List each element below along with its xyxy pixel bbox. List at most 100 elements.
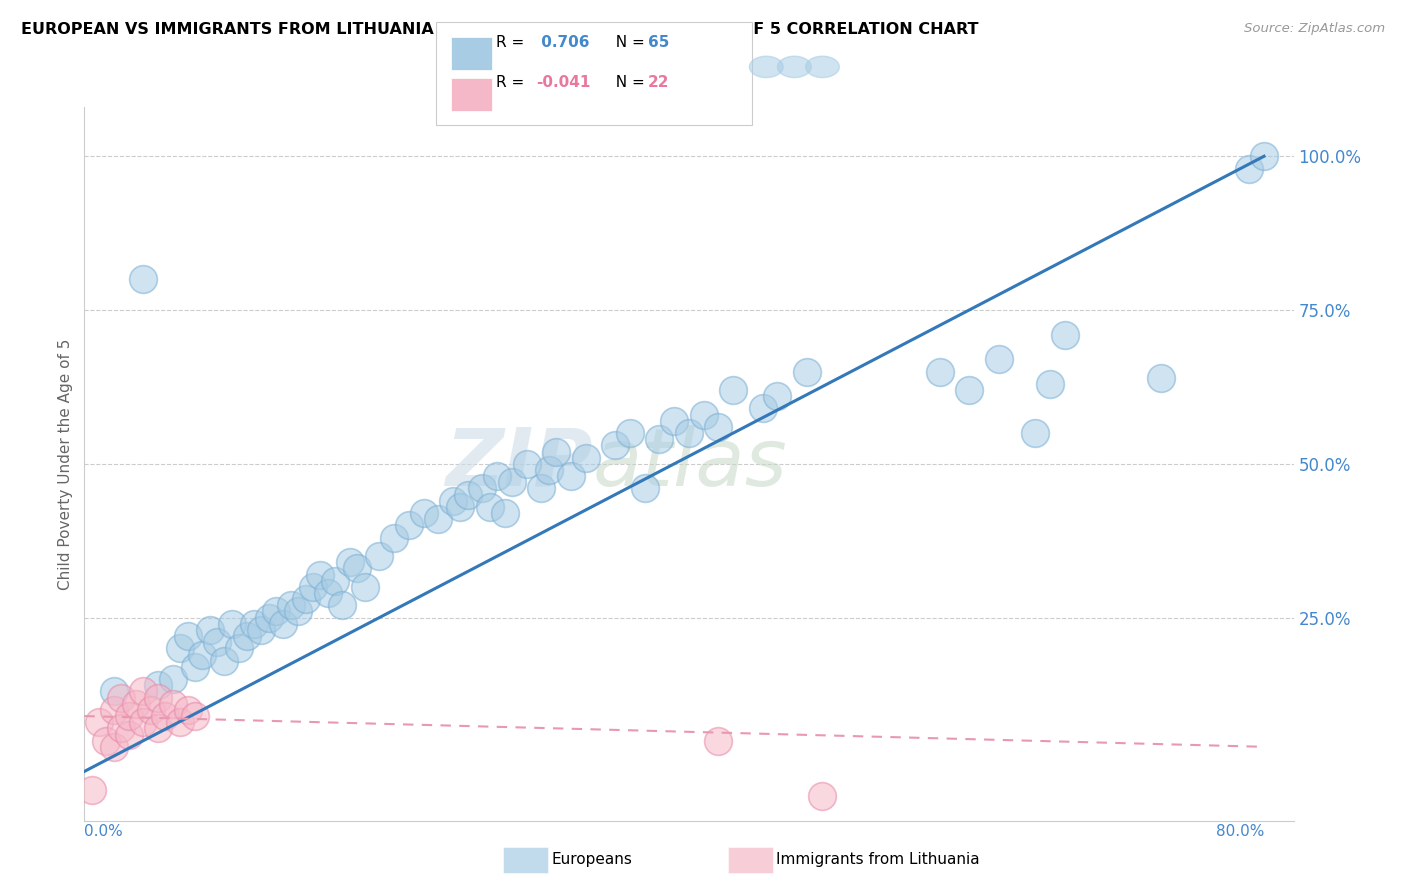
Point xyxy=(250,623,273,637)
Point xyxy=(707,733,730,747)
Point xyxy=(486,469,509,483)
Text: R =: R = xyxy=(496,36,530,50)
Point xyxy=(221,616,243,631)
Point xyxy=(449,500,471,514)
Point xyxy=(546,444,568,458)
Point xyxy=(309,567,332,582)
Point xyxy=(605,438,627,452)
Point xyxy=(205,635,228,649)
Point xyxy=(796,365,818,379)
Point xyxy=(494,506,516,520)
Point xyxy=(766,389,789,403)
Text: -0.041: -0.041 xyxy=(536,76,591,90)
Text: 0.706: 0.706 xyxy=(536,36,589,50)
Point xyxy=(287,605,309,619)
Point xyxy=(692,408,714,422)
Point xyxy=(634,482,657,496)
Point xyxy=(273,616,295,631)
Point xyxy=(184,660,207,674)
Point xyxy=(537,463,560,477)
Point xyxy=(810,789,832,803)
Point xyxy=(184,709,207,723)
Point xyxy=(678,426,700,441)
Text: Source: ZipAtlas.com: Source: ZipAtlas.com xyxy=(1244,22,1385,36)
Point xyxy=(169,715,191,730)
Point xyxy=(132,715,155,730)
Point xyxy=(516,457,538,471)
Point xyxy=(575,450,598,465)
Text: 0.0%: 0.0% xyxy=(84,823,124,838)
Text: N =: N = xyxy=(606,36,650,50)
Point xyxy=(478,500,501,514)
Text: EUROPEAN VS IMMIGRANTS FROM LITHUANIA CHILD POVERTY UNDER THE AGE OF 5 CORRELATI: EUROPEAN VS IMMIGRANTS FROM LITHUANIA CH… xyxy=(21,22,979,37)
Point xyxy=(1253,149,1275,163)
Point xyxy=(1150,370,1173,384)
Point xyxy=(323,574,346,588)
Point xyxy=(228,641,250,656)
Point xyxy=(132,272,155,286)
Point xyxy=(560,469,582,483)
Text: 22: 22 xyxy=(648,76,669,90)
Point xyxy=(110,722,132,736)
Point xyxy=(198,623,221,637)
Point xyxy=(928,365,950,379)
Text: 80.0%: 80.0% xyxy=(1216,823,1264,838)
Text: N =: N = xyxy=(606,76,650,90)
Point xyxy=(664,414,686,428)
Point xyxy=(176,629,198,643)
Point xyxy=(398,518,420,533)
Text: atlas: atlas xyxy=(592,425,787,503)
Point xyxy=(316,586,339,600)
Point xyxy=(280,599,302,613)
Point xyxy=(619,426,641,441)
Point xyxy=(412,506,434,520)
Point xyxy=(96,733,118,747)
Point xyxy=(155,709,177,723)
Point xyxy=(176,703,198,717)
Point xyxy=(146,722,169,736)
Point xyxy=(382,531,405,545)
Point xyxy=(332,599,354,613)
Point xyxy=(530,482,553,496)
Point xyxy=(110,690,132,705)
Point xyxy=(353,580,375,594)
Point xyxy=(257,610,280,624)
Point xyxy=(139,703,162,717)
Point xyxy=(707,420,730,434)
Point xyxy=(648,432,671,446)
Point xyxy=(103,703,125,717)
Point xyxy=(146,678,169,692)
Point xyxy=(957,383,980,397)
Point xyxy=(721,383,744,397)
Point xyxy=(1239,161,1261,176)
Point xyxy=(103,684,125,698)
Point xyxy=(214,654,236,668)
Point xyxy=(169,641,191,656)
Point xyxy=(162,672,184,686)
Text: Immigrants from Lithuania: Immigrants from Lithuania xyxy=(776,853,980,867)
Point xyxy=(264,605,287,619)
Point xyxy=(117,727,139,741)
Text: 65: 65 xyxy=(648,36,669,50)
Point xyxy=(1024,426,1046,441)
Point xyxy=(471,482,494,496)
Point xyxy=(368,549,391,563)
Point xyxy=(125,697,148,711)
Point xyxy=(132,684,155,698)
Point xyxy=(80,783,103,797)
Point xyxy=(441,493,464,508)
Text: ZIP: ZIP xyxy=(444,425,592,503)
Point xyxy=(302,580,325,594)
Point xyxy=(294,592,316,607)
Point xyxy=(117,709,139,723)
Point xyxy=(501,475,523,490)
Point xyxy=(751,401,773,416)
Point xyxy=(1053,327,1076,342)
Text: R =: R = xyxy=(496,76,530,90)
Point xyxy=(1039,376,1062,391)
Point xyxy=(987,352,1010,367)
Point xyxy=(427,512,450,526)
Point xyxy=(339,555,361,569)
Point xyxy=(191,648,214,662)
Text: Europeans: Europeans xyxy=(551,853,633,867)
